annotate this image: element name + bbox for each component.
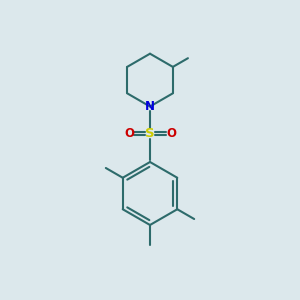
Text: O: O [166,127,176,140]
Text: S: S [145,127,155,140]
Text: O: O [124,127,134,140]
Text: N: N [145,100,155,113]
